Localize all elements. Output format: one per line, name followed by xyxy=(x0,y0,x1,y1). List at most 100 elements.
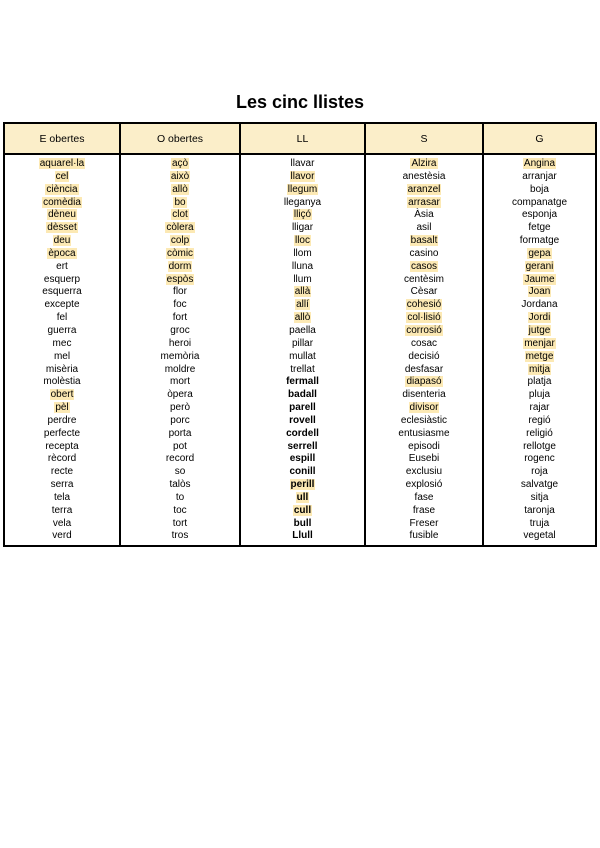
word: fermall xyxy=(241,376,364,389)
word-text: asil xyxy=(416,222,432,234)
word-highlighted: llegum xyxy=(286,183,319,195)
word-text: esponja xyxy=(521,209,558,221)
word: llegum xyxy=(241,183,364,197)
word: parell xyxy=(241,402,364,415)
word-text: fermall xyxy=(286,376,319,388)
word: divisor xyxy=(366,402,482,415)
word-highlighted: jutge xyxy=(527,324,552,336)
word-highlighted: casos xyxy=(409,260,439,272)
word-highlighted: època xyxy=(47,247,77,259)
word: flor xyxy=(121,286,239,299)
word: cull xyxy=(241,504,364,518)
word: rogenc xyxy=(484,453,595,466)
word-text: rovell xyxy=(289,414,316,426)
word-text: recepta xyxy=(45,440,79,452)
word: to xyxy=(121,492,239,505)
word-text: parell xyxy=(289,402,316,414)
word-highlighted: metge xyxy=(524,350,555,362)
word-highlighted: ciència xyxy=(45,183,79,195)
word-text: companatge xyxy=(511,196,568,208)
word: roja xyxy=(484,466,595,479)
word: perfecte xyxy=(5,428,119,441)
word-text: rècord xyxy=(47,453,77,465)
word: salvatge xyxy=(484,479,595,492)
word-text: llum xyxy=(293,273,312,285)
word-highlighted: aranzel xyxy=(406,183,442,195)
word: ciència xyxy=(5,183,119,197)
word-highlighted: Jordi xyxy=(527,312,552,324)
word-highlighted: còmic xyxy=(165,247,195,259)
word: rovell xyxy=(241,415,364,428)
word: Eusebi xyxy=(366,453,482,466)
word: toc xyxy=(121,505,239,518)
word: allí xyxy=(241,299,364,312)
word: mitja xyxy=(484,363,595,377)
word-text: disenteria xyxy=(402,389,446,401)
word: so xyxy=(121,466,239,479)
word: porta xyxy=(121,428,239,441)
word: lliçó xyxy=(241,209,364,222)
word-text: paella xyxy=(289,324,316,336)
column-header: E obertes xyxy=(3,122,121,155)
word-text: anestèsia xyxy=(402,170,446,182)
word: clot xyxy=(121,209,239,222)
word-highlighted: dèsset xyxy=(46,222,78,234)
column-header: G xyxy=(482,122,597,155)
word-list-cell: aquarel·la cel ciència comèdia dèneu dèsset de… xyxy=(3,152,121,548)
word: esquerp xyxy=(5,274,119,287)
word-list-cell: açò això allò bo clot còlera colp còmic dorm espò… xyxy=(119,152,241,548)
word-text: Jordana xyxy=(521,299,558,311)
word: tort xyxy=(121,518,239,531)
word: cel xyxy=(5,170,119,184)
word: mort xyxy=(121,376,239,389)
word-text: porta xyxy=(168,427,192,439)
word-text: conill xyxy=(289,466,316,478)
word: gerani xyxy=(484,260,595,274)
word: fetge xyxy=(484,222,595,235)
word: açò xyxy=(121,158,239,171)
word: comèdia xyxy=(5,196,119,210)
body-row: aquarel·la cel ciència comèdia dèneu dèsset de… xyxy=(3,152,597,548)
word: mullat xyxy=(241,351,364,364)
word-highlighted: dèneu xyxy=(47,209,77,221)
word-text: llavar xyxy=(290,158,315,169)
column-header: LL xyxy=(239,122,366,155)
word-text: toc xyxy=(173,504,187,516)
word-highlighted: còlera xyxy=(165,222,195,234)
word-highlighted: menjar xyxy=(523,337,556,349)
word: entusiasme xyxy=(366,428,482,441)
word-highlighted: colp xyxy=(169,235,191,247)
word: vela xyxy=(5,518,119,531)
word-text: fel xyxy=(56,312,68,324)
word-text: pluja xyxy=(528,389,551,401)
word: tros xyxy=(121,530,239,543)
word-text: guerra xyxy=(47,324,77,336)
word-text: religió xyxy=(526,427,553,439)
word: òpera xyxy=(121,389,239,402)
word: formatge xyxy=(484,235,595,248)
word: aranzel xyxy=(366,183,482,197)
word: asil xyxy=(366,222,482,235)
word: bo xyxy=(121,196,239,210)
word: allò xyxy=(121,183,239,197)
word: anestèsia xyxy=(366,171,482,184)
word-text: so xyxy=(174,466,186,478)
word: llavar xyxy=(241,158,364,171)
word-text: fort xyxy=(172,312,188,324)
word-list-cell: Alzira anestèsia aranzel arrasar Àsia asil bas… xyxy=(364,152,484,548)
word-highlighted: diapasó xyxy=(405,376,443,388)
word-highlighted: corrosió xyxy=(405,324,443,336)
word-text: esquerra xyxy=(42,286,82,298)
word-text: entusiasme xyxy=(398,427,450,439)
word: llom xyxy=(241,248,364,261)
word-highlighted: lliçó xyxy=(292,209,313,221)
word-text: tela xyxy=(53,491,71,503)
word: badall xyxy=(241,389,364,402)
word: col·lisió xyxy=(366,312,482,325)
word: molèstia xyxy=(5,376,119,389)
word: mec xyxy=(5,338,119,351)
word-text: Cèsar xyxy=(410,286,438,298)
table-header: E obertes O obertes LL S G xyxy=(3,122,597,155)
word: paella xyxy=(241,325,364,338)
word: episodi xyxy=(366,441,482,454)
